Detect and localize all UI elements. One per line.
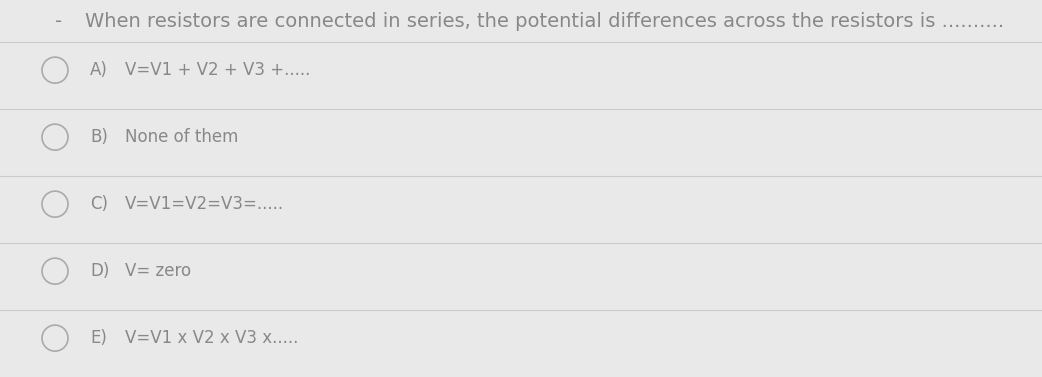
- Text: B): B): [90, 128, 108, 146]
- Text: E): E): [90, 329, 107, 347]
- Text: V=V1=V2=V3=.....: V=V1=V2=V3=.....: [125, 195, 284, 213]
- Text: When resistors are connected in series, the potential differences across the res: When resistors are connected in series, …: [85, 12, 1004, 32]
- Text: V=V1 + V2 + V3 +.....: V=V1 + V2 + V3 +.....: [125, 61, 311, 79]
- Text: V= zero: V= zero: [125, 262, 191, 280]
- Text: None of them: None of them: [125, 128, 239, 146]
- Text: C): C): [90, 195, 108, 213]
- Text: D): D): [90, 262, 109, 280]
- Text: -: -: [55, 12, 63, 32]
- Text: A): A): [90, 61, 108, 79]
- Text: V=V1 x V2 x V3 x.....: V=V1 x V2 x V3 x.....: [125, 329, 298, 347]
